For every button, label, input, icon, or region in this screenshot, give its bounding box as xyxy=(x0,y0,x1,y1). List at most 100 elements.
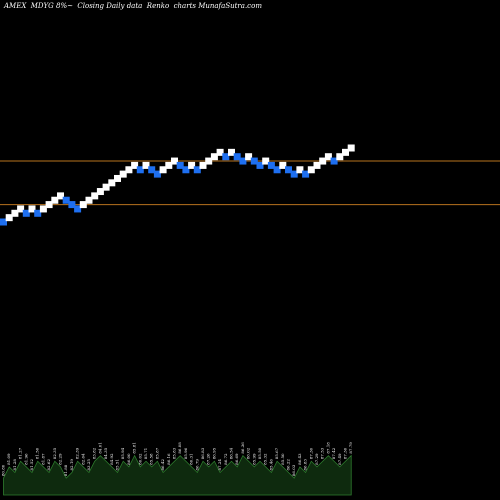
renko-brick-up xyxy=(228,148,235,156)
renko-brick-down xyxy=(68,201,76,209)
renko-brick-up xyxy=(11,209,19,217)
renko-brick-up xyxy=(199,161,207,169)
renko-brick-up xyxy=(5,214,13,222)
volume-label: 86.22 xyxy=(286,459,291,471)
volume-area xyxy=(3,454,352,496)
renko-brick-up xyxy=(165,161,173,169)
renko-brick-up xyxy=(347,144,355,152)
volume-label: 86.83 xyxy=(200,447,205,459)
volume-label: 85.96 xyxy=(183,447,188,459)
renko-bricks xyxy=(0,144,355,226)
renko-brick-down xyxy=(290,170,298,178)
volume-label: 82.64 xyxy=(80,453,85,465)
volume-label: 86.42 xyxy=(160,459,165,471)
volume-label: 84.01 xyxy=(97,442,102,453)
renko-brick-up xyxy=(39,205,47,213)
volume-label: 82.35 xyxy=(52,447,57,459)
volume-label: 87.18 xyxy=(325,442,330,454)
volume-label: 81.96 xyxy=(23,453,28,465)
renko-brick-down xyxy=(136,166,144,174)
volume-label: 86.02 xyxy=(137,453,142,465)
volume-label: 85.81 xyxy=(132,442,137,453)
renko-brick-down xyxy=(256,161,264,169)
renko-brick-down xyxy=(222,153,230,161)
volume-label: 87.42 xyxy=(331,447,336,459)
volume-label: 81.88 xyxy=(63,464,68,476)
volume-label: 85.99 xyxy=(251,453,256,465)
renko-brick-up xyxy=(245,153,253,161)
renko-brick-up xyxy=(205,157,213,165)
renko-brick-up xyxy=(79,201,87,209)
renko-brick-down xyxy=(62,196,70,204)
renko-brick-down xyxy=(182,166,190,174)
renko-brick-up xyxy=(159,166,167,174)
volume-label: 85.87 xyxy=(154,447,159,459)
volume-label: 85.46 xyxy=(268,459,273,471)
renko-brick-up xyxy=(114,174,121,182)
volume-label: 81.28 xyxy=(12,459,17,471)
renko-brick-up xyxy=(119,170,127,178)
price-level-lines xyxy=(0,160,500,206)
volume-label: 86.31 xyxy=(189,453,194,464)
renko-brick-down xyxy=(250,157,258,165)
volume-label: 81.56 xyxy=(35,447,40,459)
renko-brick-up xyxy=(171,157,178,165)
renko-brick-up xyxy=(96,188,104,196)
renko-brick-up xyxy=(85,196,93,204)
volume-label: 85.83 xyxy=(172,447,177,459)
volume-label: 86.43 xyxy=(297,453,302,465)
renko-brick-up xyxy=(17,205,25,213)
volume-label: 86.00 xyxy=(126,453,131,465)
volume-label: 82.19 xyxy=(69,459,74,471)
chart-title: AMEX MDYG 8%~ Closing Daily data Renko c… xyxy=(4,2,262,10)
volume-label: 80.80 xyxy=(1,464,6,476)
renko-brick-up xyxy=(307,166,315,174)
volume-label: 85.58 xyxy=(149,453,154,465)
volume-label: 81.87 xyxy=(40,453,45,465)
renko-brick-up xyxy=(91,192,99,200)
volume-label: 87.24 xyxy=(217,459,222,471)
renko-brick-down xyxy=(0,218,7,226)
volume-label: 87.30 xyxy=(308,447,313,459)
volume-label: 85.51 xyxy=(115,459,120,470)
renko-brick-up xyxy=(51,196,59,204)
renko-brick-down xyxy=(176,161,184,169)
volume-label: 85.71 xyxy=(143,448,148,459)
volume-label: 85.50 xyxy=(280,453,285,465)
volume-label: 87.53 xyxy=(320,447,325,459)
volume-label: 86.54 xyxy=(229,447,234,459)
renko-brick-down xyxy=(74,205,82,213)
renko-brick-up xyxy=(28,205,36,213)
renko-brick-up xyxy=(108,179,116,187)
volume-label: 83.25 xyxy=(86,459,91,471)
renko-brick-up xyxy=(336,153,344,161)
volume-label: 86.08 xyxy=(177,442,182,454)
volume-label: 84.35 xyxy=(103,447,108,459)
renko-brick-up xyxy=(296,166,304,174)
renko-brick-up xyxy=(342,148,349,156)
renko-brick-down xyxy=(233,153,241,161)
volume-label: 86.03 xyxy=(291,464,296,476)
renko-brick-up xyxy=(324,153,332,161)
volume-label: 82.62 xyxy=(46,459,51,471)
volume-label: 81.52 xyxy=(29,459,34,471)
renko-brick-down xyxy=(148,166,156,174)
renko-brick-down xyxy=(239,157,247,165)
renko-brick-up xyxy=(262,157,270,165)
renko-brick-down xyxy=(34,209,42,217)
volume-label: 86.16 xyxy=(166,453,171,465)
volume-label: 87.36 xyxy=(343,447,348,459)
renko-brick-down xyxy=(193,166,201,174)
renko-brick-down xyxy=(330,157,338,165)
renko-brick-down xyxy=(153,170,161,178)
volume-label: 86.72 xyxy=(223,453,228,465)
volume-label: 87.29 xyxy=(314,453,319,465)
renko-brick-up xyxy=(319,157,327,165)
volume-label: 81.27 xyxy=(18,447,23,459)
volume-label: 84.92 xyxy=(109,453,114,465)
volume-label: 85.67 xyxy=(274,447,279,459)
renko-brick-down xyxy=(302,170,310,178)
volume-label: 87.79 xyxy=(348,442,353,454)
renko-brick-up xyxy=(142,161,150,169)
